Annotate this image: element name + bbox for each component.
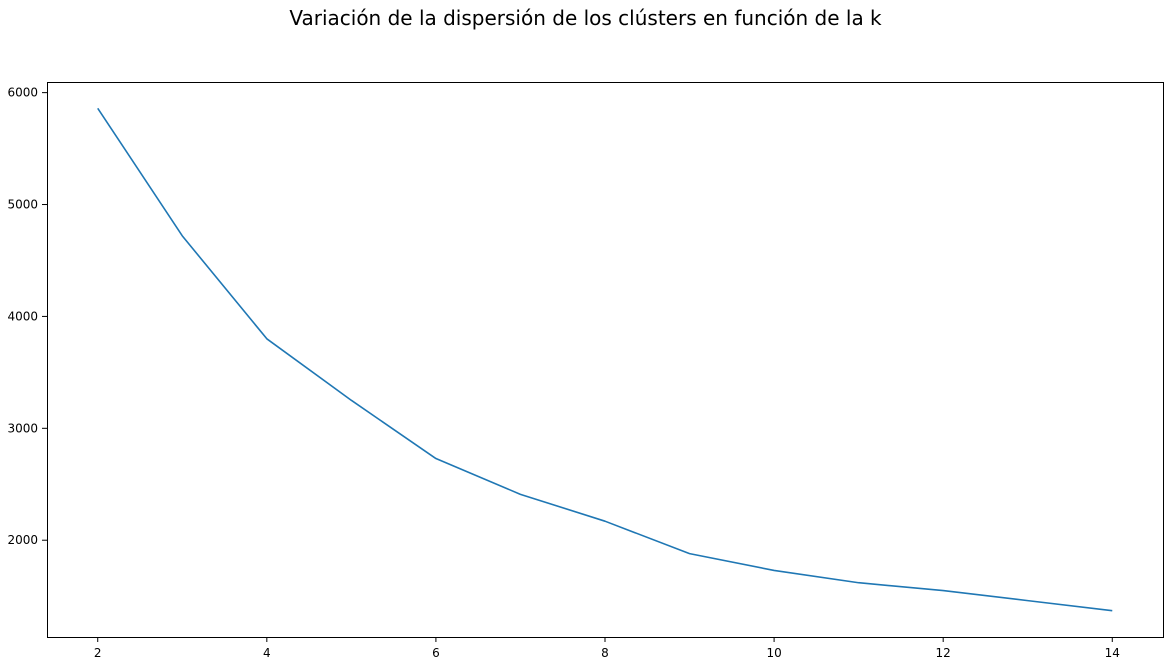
y-axis: 2000 3000 4000 5000 6000: [7, 86, 47, 547]
y-tick-label: 6000: [7, 86, 38, 100]
y-tick-label: 3000: [7, 421, 38, 435]
series-line: [97, 107, 1113, 612]
y-tick-label: 4000: [7, 309, 38, 323]
y-tick-label: 5000: [7, 198, 38, 212]
x-tick-label: 6: [432, 646, 440, 660]
plot-series: [97, 107, 1113, 612]
x-tick-label: 12: [936, 646, 951, 660]
x-tick-label: 10: [766, 646, 781, 660]
plot-frame: [47, 82, 1164, 638]
x-tick-label: 2: [94, 646, 102, 660]
x-tick-label: 14: [1105, 646, 1120, 660]
x-tick-label: 4: [263, 646, 271, 660]
y-tick-label: 2000: [7, 533, 38, 547]
x-axis: 2 4 6 8 10 12 14: [94, 637, 1120, 660]
x-tick-label: 8: [601, 646, 609, 660]
chart-title: Variación de la dispersión de los clúste…: [289, 6, 882, 30]
